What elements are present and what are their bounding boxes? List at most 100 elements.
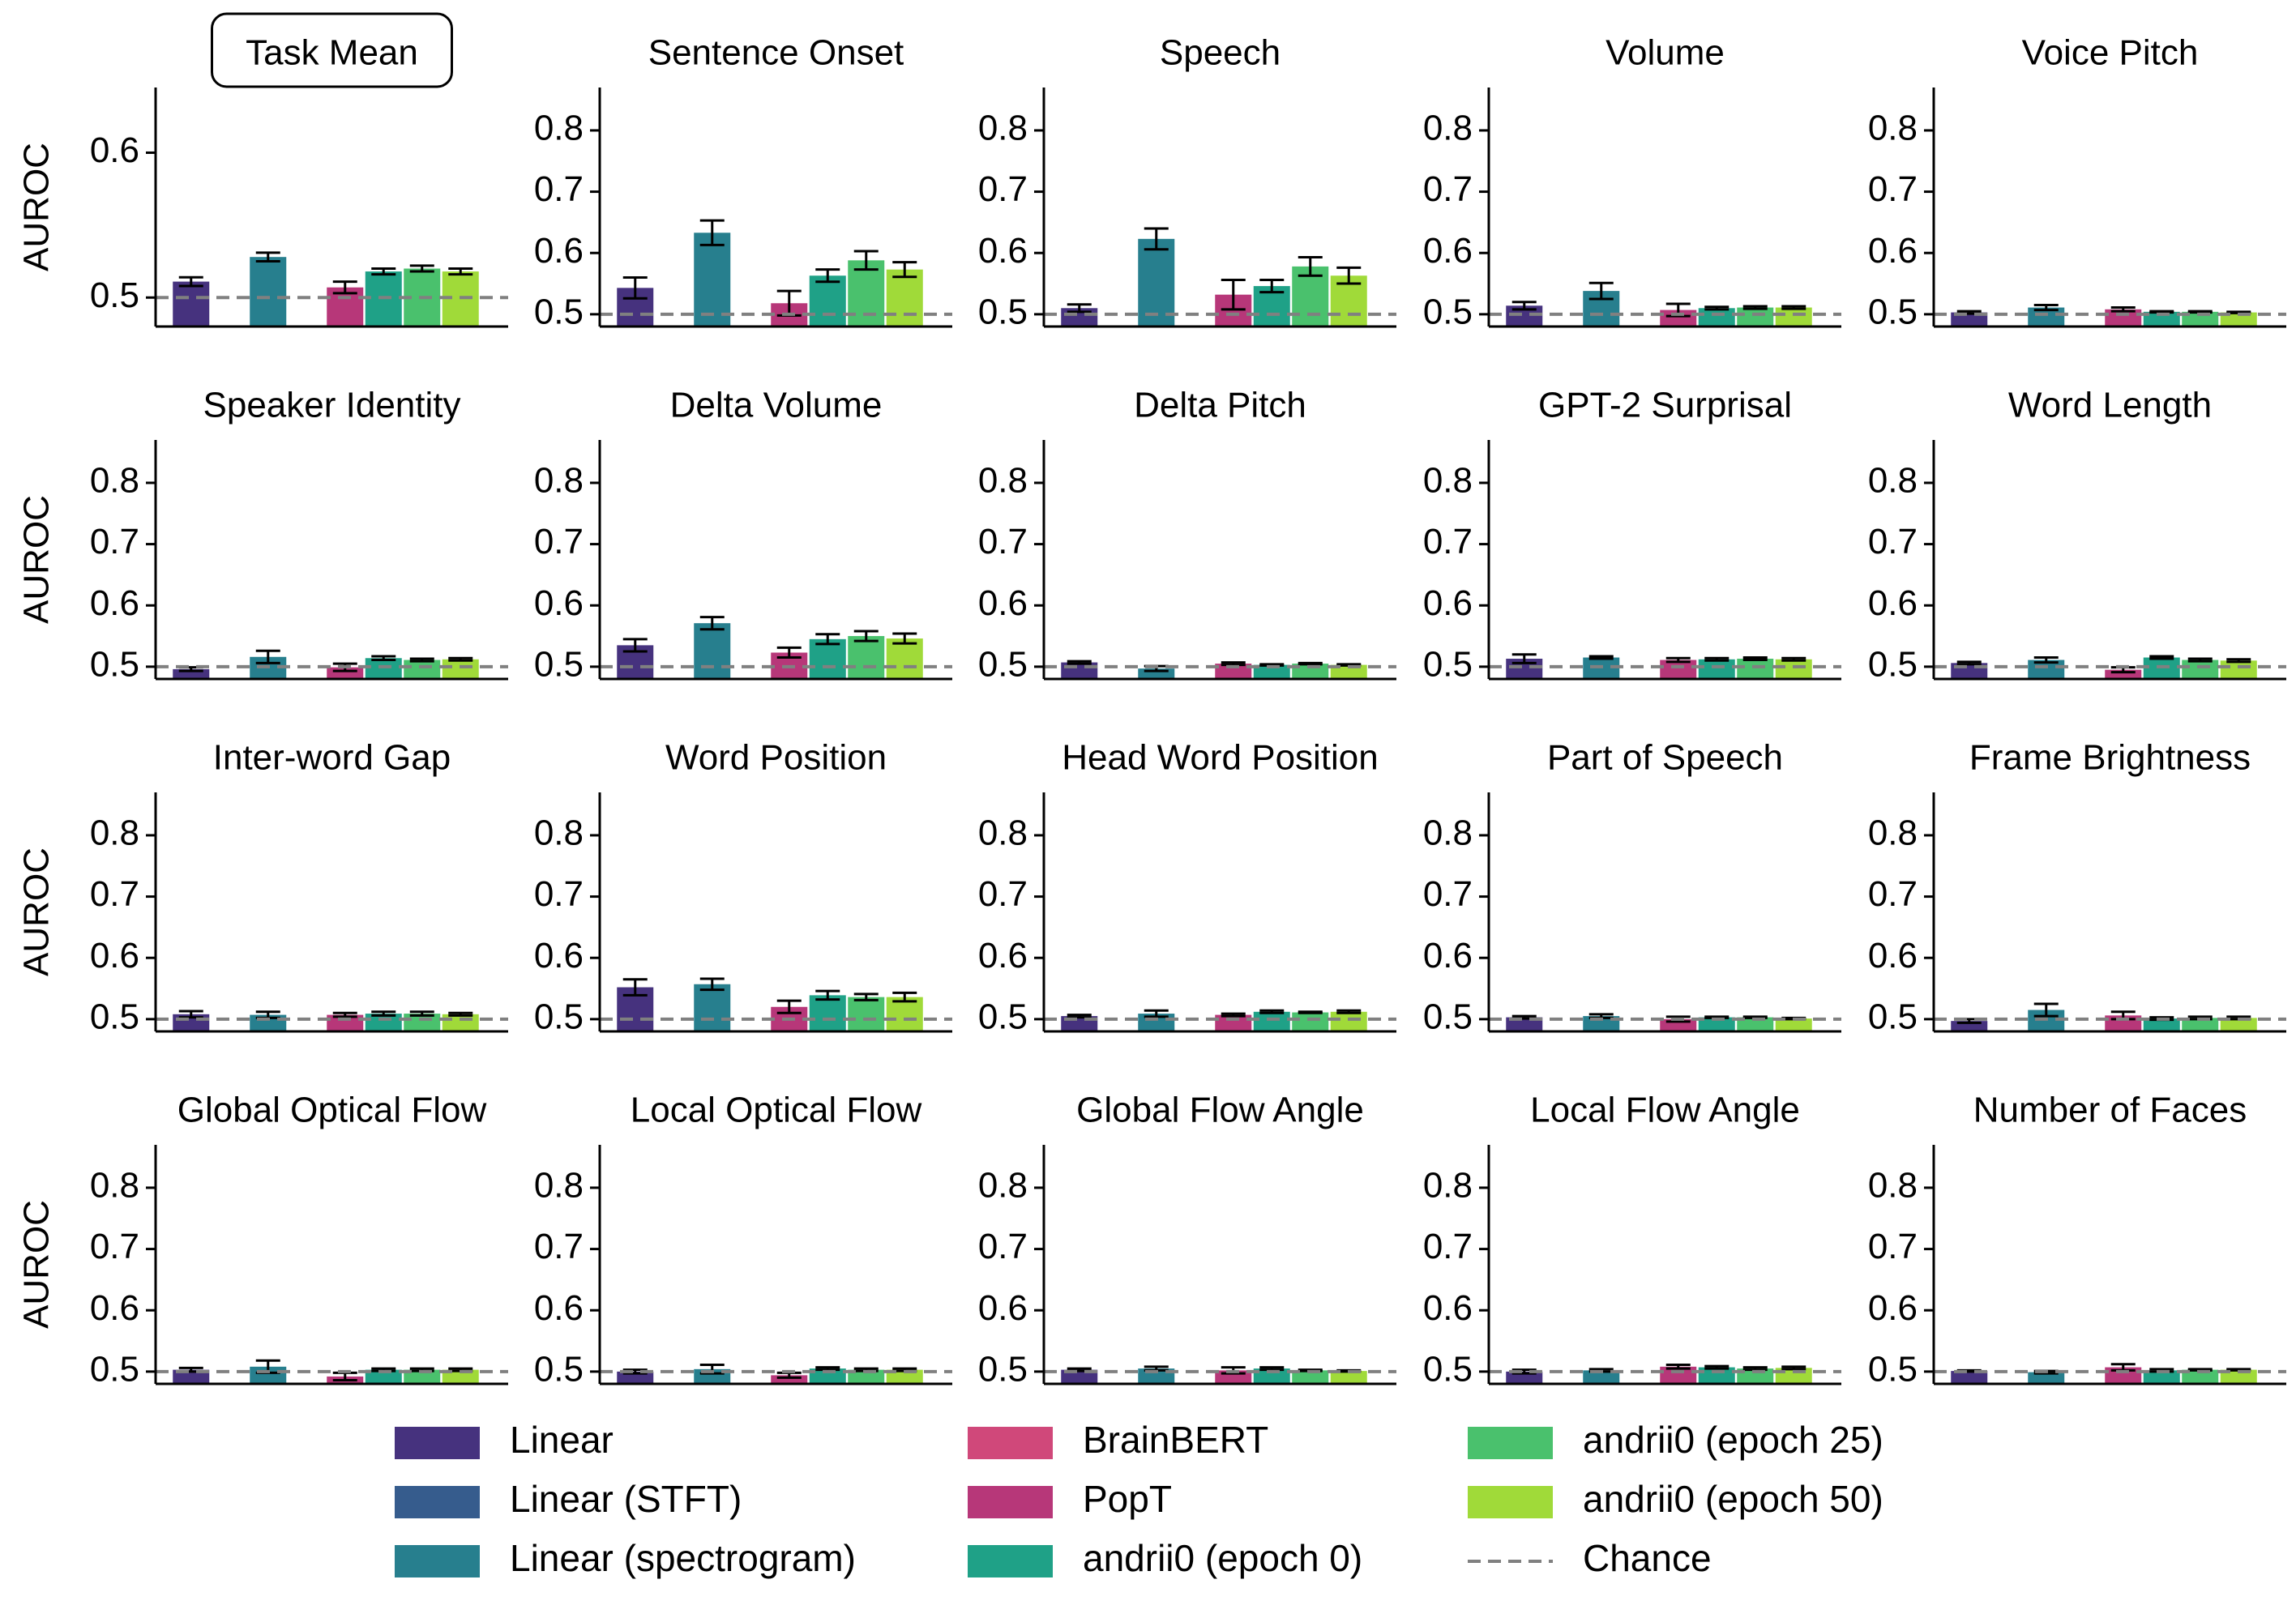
panel-global-optical-flow: Global Optical Flow 0.5 0.6 0.7 0.8 AUROC <box>17 1091 508 1389</box>
y-tick-label: 0.8 <box>978 461 1028 501</box>
legend-swatch <box>395 1427 480 1459</box>
error-bar-andrii0-epoch-25 <box>2187 657 2213 663</box>
error-bar-linear <box>178 275 203 288</box>
y-tick-label: 0.5 <box>90 275 139 315</box>
y-tick-label: 0.8 <box>1423 1166 1473 1206</box>
bar-linear-spectrogram <box>2028 307 2065 327</box>
error-bar-popt <box>776 646 802 660</box>
bar-andrii0-epoch-0 <box>809 638 846 679</box>
legend-swatch <box>395 1486 480 1518</box>
error-bar-andrii0-epoch-50 <box>2226 658 2251 664</box>
y-tick-label: 0.7 <box>1423 1227 1473 1266</box>
error-bar-linear <box>1511 1368 1537 1375</box>
error-bar-linear <box>1956 660 1982 666</box>
error-bar-linear-spectrogram <box>1588 655 1614 660</box>
bar-linear-spectrogram <box>2028 1372 2065 1384</box>
error-bar-linear-spectrogram <box>1144 1009 1169 1018</box>
legend-swatch <box>968 1545 1053 1577</box>
bar-popt <box>2105 309 2142 327</box>
error-bar-andrii0-epoch-50 <box>1336 1009 1362 1014</box>
y-axis-label: AUROC <box>17 1200 57 1329</box>
panel-title-box <box>211 12 453 88</box>
y-tick-label: 0.8 <box>1868 813 1918 853</box>
bar-popt <box>1660 1366 1697 1384</box>
legend-label: PopT <box>1083 1478 1172 1520</box>
y-tick-label: 0.7 <box>534 169 584 209</box>
error-bar-linear-spectrogram <box>255 251 280 263</box>
error-bar-andrii0-epoch-50 <box>892 632 917 645</box>
y-tick-label: 0.5 <box>1423 644 1473 684</box>
y-tick-label: 0.8 <box>978 109 1028 148</box>
bar-andrii0-epoch-25 <box>848 636 885 679</box>
error-bar-linear <box>1511 653 1537 664</box>
bar-andrii0-epoch-25 <box>2182 1369 2219 1384</box>
bar-andrii0-epoch-0 <box>1698 1367 1735 1384</box>
y-tick-label: 0.5 <box>534 292 584 331</box>
y-tick-label: 0.6 <box>90 1288 139 1328</box>
bar-andrii0-epoch-50 <box>886 638 923 679</box>
bar-linear <box>1061 1369 1098 1384</box>
y-tick-label: 0.7 <box>978 1227 1028 1266</box>
y-tick-label: 0.6 <box>1423 936 1473 975</box>
panel-frame-brightness: Frame Brightness 0.5 0.6 0.7 0.8 <box>1868 738 2286 1036</box>
y-axis-label: AUROC <box>17 847 57 976</box>
panel-local-optical-flow: Local Optical Flow 0.5 0.6 0.7 0.8 <box>534 1091 952 1389</box>
y-tick-label: 0.5 <box>90 1349 139 1389</box>
bar-linear-spectrogram <box>694 623 731 679</box>
y-tick-label: 0.8 <box>1868 1166 1918 1206</box>
error-bar-linear-spectrogram <box>699 977 725 992</box>
error-bar-andrii0-epoch-25 <box>2187 310 2213 314</box>
error-bar-andrii0-epoch-0 <box>371 655 396 662</box>
bar-andrii0-epoch-0 <box>1698 1017 1735 1031</box>
error-bar-andrii0-epoch-0 <box>1259 1366 1285 1372</box>
panel-speaker-identity: Speaker Identity 0.5 0.6 0.7 0.8 AUROC <box>17 386 508 684</box>
y-tick-label: 0.5 <box>978 997 1028 1036</box>
panel-title: Local Optical Flow <box>631 1091 922 1130</box>
error-bar-andrii0-epoch-0 <box>815 1366 840 1372</box>
bar-linear <box>1951 1371 1988 1384</box>
panel-title: Local Flow Angle <box>1530 1091 1800 1130</box>
error-bar-linear <box>178 1010 203 1019</box>
error-bar-linear-spectrogram <box>2033 656 2059 664</box>
bar-andrii0-epoch-0 <box>365 1014 402 1031</box>
legend-swatch <box>968 1427 1053 1459</box>
panel-word-position: Word Position 0.5 0.6 0.7 0.8 <box>534 738 952 1036</box>
bar-andrii0-epoch-25 <box>2182 660 2219 679</box>
panel-title: Word Position <box>665 738 887 778</box>
error-bar-popt <box>1665 1364 1691 1370</box>
y-tick-label: 0.8 <box>1868 109 1918 148</box>
y-tick-label: 0.7 <box>1423 522 1473 561</box>
error-bar-popt <box>2110 306 2136 313</box>
y-tick-label: 0.5 <box>534 1349 584 1389</box>
panel-global-flow-angle: Global Flow Angle 0.5 0.6 0.7 0.8 <box>978 1091 1396 1389</box>
legend-label: Chance <box>1583 1537 1712 1579</box>
y-tick-label: 0.7 <box>978 874 1028 914</box>
legend-item-linear-stft: Linear (STFT) <box>395 1478 742 1520</box>
panel-title: Word Length <box>2008 386 2212 425</box>
bar-popt <box>771 1375 808 1384</box>
error-bar-andrii0-epoch-0 <box>1259 279 1285 294</box>
panel-sentence-onset: Sentence Onset 0.5 0.6 0.7 0.8 <box>534 33 952 331</box>
panel-head-word-position: Head Word Position 0.5 0.6 0.7 0.8 <box>978 738 1396 1036</box>
bar-andrii0-epoch-25 <box>1737 307 1774 327</box>
y-tick-label: 0.8 <box>1423 813 1473 853</box>
error-bar-andrii0-epoch-25 <box>409 657 434 663</box>
bar-andrii0-epoch-50 <box>442 1014 479 1031</box>
legend-label: andrii0 (epoch 25) <box>1583 1419 1883 1461</box>
bar-linear <box>173 1369 210 1384</box>
bar-andrii0-epoch-0 <box>809 1368 846 1384</box>
bar-andrii0-epoch-25 <box>848 997 885 1031</box>
legend-item-chance: Chance <box>1468 1537 1712 1579</box>
bar-popt <box>1660 310 1697 327</box>
bar-andrii0-epoch-50 <box>886 1369 923 1384</box>
y-tick-label: 0.6 <box>534 583 584 623</box>
legend-label: Linear (spectrogram) <box>510 1537 856 1579</box>
bar-andrii0-epoch-0 <box>1698 659 1735 679</box>
panel-title: Task Mean <box>246 33 418 73</box>
error-bar-popt <box>776 999 802 1014</box>
y-tick-label: 0.7 <box>978 522 1028 561</box>
error-bar-andrii0-epoch-25 <box>853 630 879 643</box>
y-tick-label: 0.7 <box>1423 874 1473 914</box>
bar-popt <box>1215 1014 1252 1031</box>
